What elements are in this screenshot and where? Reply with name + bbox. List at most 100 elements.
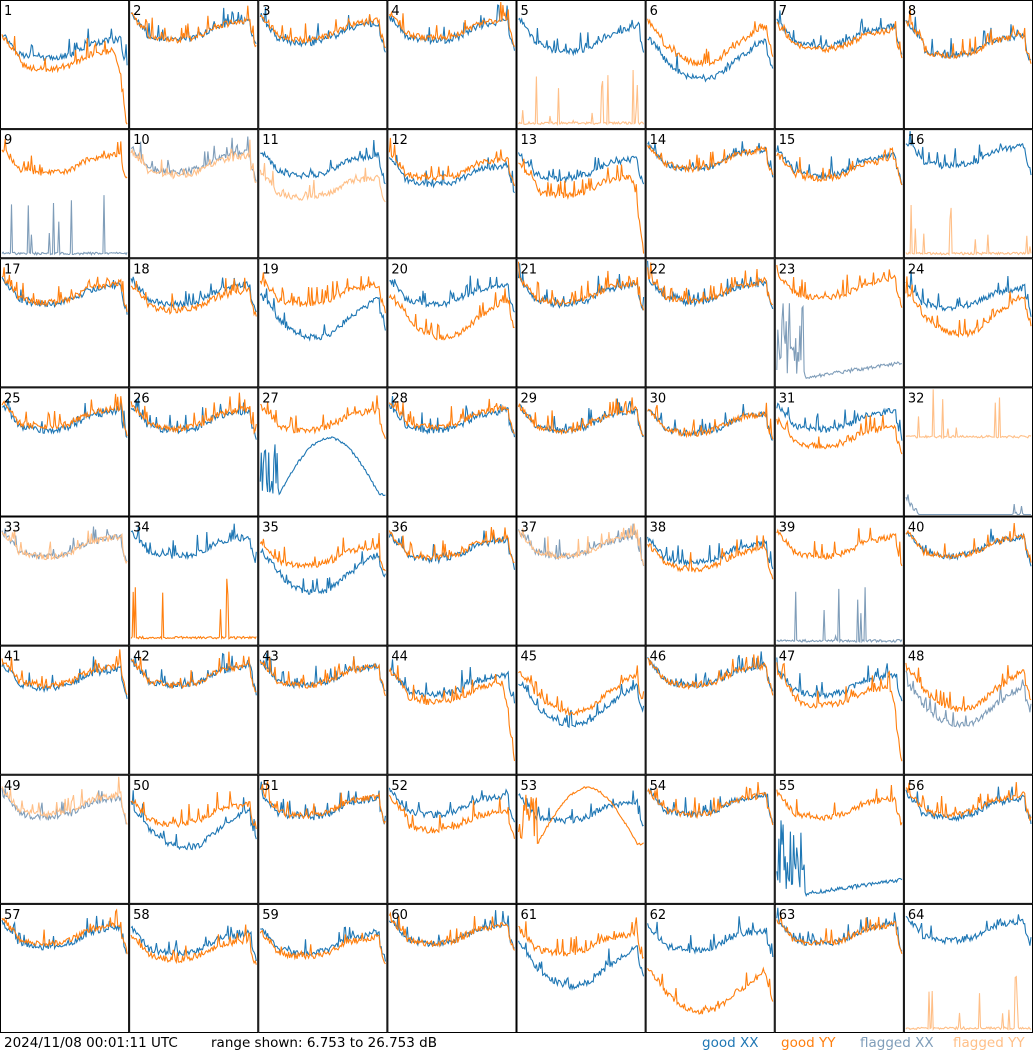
panel-frame (129, 258, 259, 388)
good-yy-series (905, 276, 1032, 339)
good-xx-series (518, 790, 644, 827)
good-xx-series (130, 790, 257, 851)
panel-frame (387, 516, 517, 646)
panel-frame (645, 645, 775, 775)
panel-label: 50 (133, 779, 150, 794)
flagged-xx-series (776, 303, 902, 380)
antenna-panel: 35 (258, 516, 388, 646)
good-yy-series (905, 782, 1032, 821)
panel-label: 21 (521, 262, 538, 277)
panel-label: 15 (779, 133, 796, 148)
antenna-panel: 29 (516, 387, 646, 517)
antenna-panel: 30 (645, 387, 775, 517)
good-yy-series (388, 665, 516, 762)
flagged-yy-series (1, 776, 128, 825)
panel-frame (774, 645, 904, 775)
good-yy-series (130, 578, 257, 641)
panel-frame (645, 903, 775, 1033)
antenna-panel: 9 (0, 129, 130, 259)
panel-label: 10 (133, 133, 150, 148)
good-yy-series (260, 781, 386, 825)
good-yy-series (647, 654, 774, 696)
antenna-panel: 12 (387, 129, 517, 259)
good-yy-series (1, 649, 128, 695)
panel-label: 36 (391, 521, 408, 536)
good-xx-series (905, 914, 1032, 946)
panel-label: 6 (650, 4, 658, 19)
panel-frame (129, 129, 259, 259)
good-yy-series (776, 264, 903, 308)
legend-flagged-xx: flagged XX (860, 1035, 934, 1051)
panel-label: 39 (779, 521, 796, 536)
panel-label: 19 (262, 262, 279, 277)
panel-label: 41 (4, 650, 21, 665)
good-yy-series (388, 911, 515, 951)
antenna-panel: 26 (129, 387, 259, 517)
good-yy-series (776, 915, 903, 954)
panel-frame (129, 0, 259, 130)
good-xx-series (776, 145, 903, 186)
good-xx-series (388, 910, 515, 949)
antenna-panel: 54 (645, 774, 775, 904)
good-yy-series (518, 158, 645, 254)
antenna-panel: 49 (0, 774, 130, 904)
good-xx-series (260, 547, 386, 595)
panel-frame (516, 903, 646, 1033)
panel-frame (645, 774, 775, 904)
panel-label: 45 (521, 650, 538, 665)
panel-frame (129, 645, 259, 775)
flagged-yy-series (905, 389, 1032, 440)
good-xx-series (130, 276, 257, 313)
panel-label: 49 (4, 779, 21, 794)
good-xx-series (905, 786, 1032, 824)
good-yy-series (1, 138, 128, 179)
panel-label: 60 (391, 908, 408, 923)
good-yy-series (776, 527, 903, 567)
antenna-panel: 3 (258, 0, 388, 130)
panel-frame (0, 774, 130, 904)
good-xx-series (905, 131, 1032, 176)
panel-label: 18 (133, 262, 150, 277)
antenna-panel: 6 (645, 0, 775, 130)
panel-label: 24 (908, 262, 925, 277)
good-yy-series (776, 784, 903, 826)
antenna-panel: 17 (0, 258, 130, 388)
good-xx-series (388, 787, 516, 823)
panel-frame (903, 0, 1033, 130)
panel-label: 26 (133, 391, 150, 406)
antenna-panel: 59 (258, 903, 388, 1033)
panel-label: 2 (133, 4, 141, 19)
panel-frame (903, 645, 1033, 775)
antenna-panel: 44 (387, 645, 517, 775)
good-xx-series (389, 275, 515, 313)
good-yy-series (647, 262, 773, 305)
good-yy-series (1, 908, 128, 955)
antenna-panel: 23 (774, 258, 904, 388)
antenna-panel: 34 (129, 516, 259, 646)
good-xx-series (518, 679, 645, 729)
antenna-panel: 45 (516, 645, 646, 775)
good-xx-series (647, 536, 774, 570)
antenna-panel: 25 (0, 387, 130, 517)
panel-frame (129, 903, 259, 1033)
antenna-panel: 50 (129, 774, 259, 904)
panel-frame (516, 258, 646, 388)
good-yy-series (259, 656, 386, 697)
panel-label: 63 (779, 908, 796, 923)
panel-label: 51 (262, 779, 279, 794)
panel-frame (774, 129, 904, 259)
antenna-panel: 36 (387, 516, 517, 646)
antenna-panel: 41 (0, 645, 130, 775)
panel-label: 48 (908, 650, 925, 665)
panel-label: 46 (650, 650, 667, 665)
antenna-panel: 57 (0, 903, 130, 1033)
panel-frame (0, 645, 130, 775)
panel-label: 31 (779, 391, 796, 406)
panel-label: 52 (391, 779, 408, 794)
flagged-xx-series (905, 494, 1031, 516)
good-yy-series (388, 288, 515, 341)
antenna-panel: 51 (258, 774, 388, 904)
good-yy-series (388, 526, 515, 563)
good-yy-series (388, 1, 515, 47)
good-xx-series (130, 523, 257, 563)
